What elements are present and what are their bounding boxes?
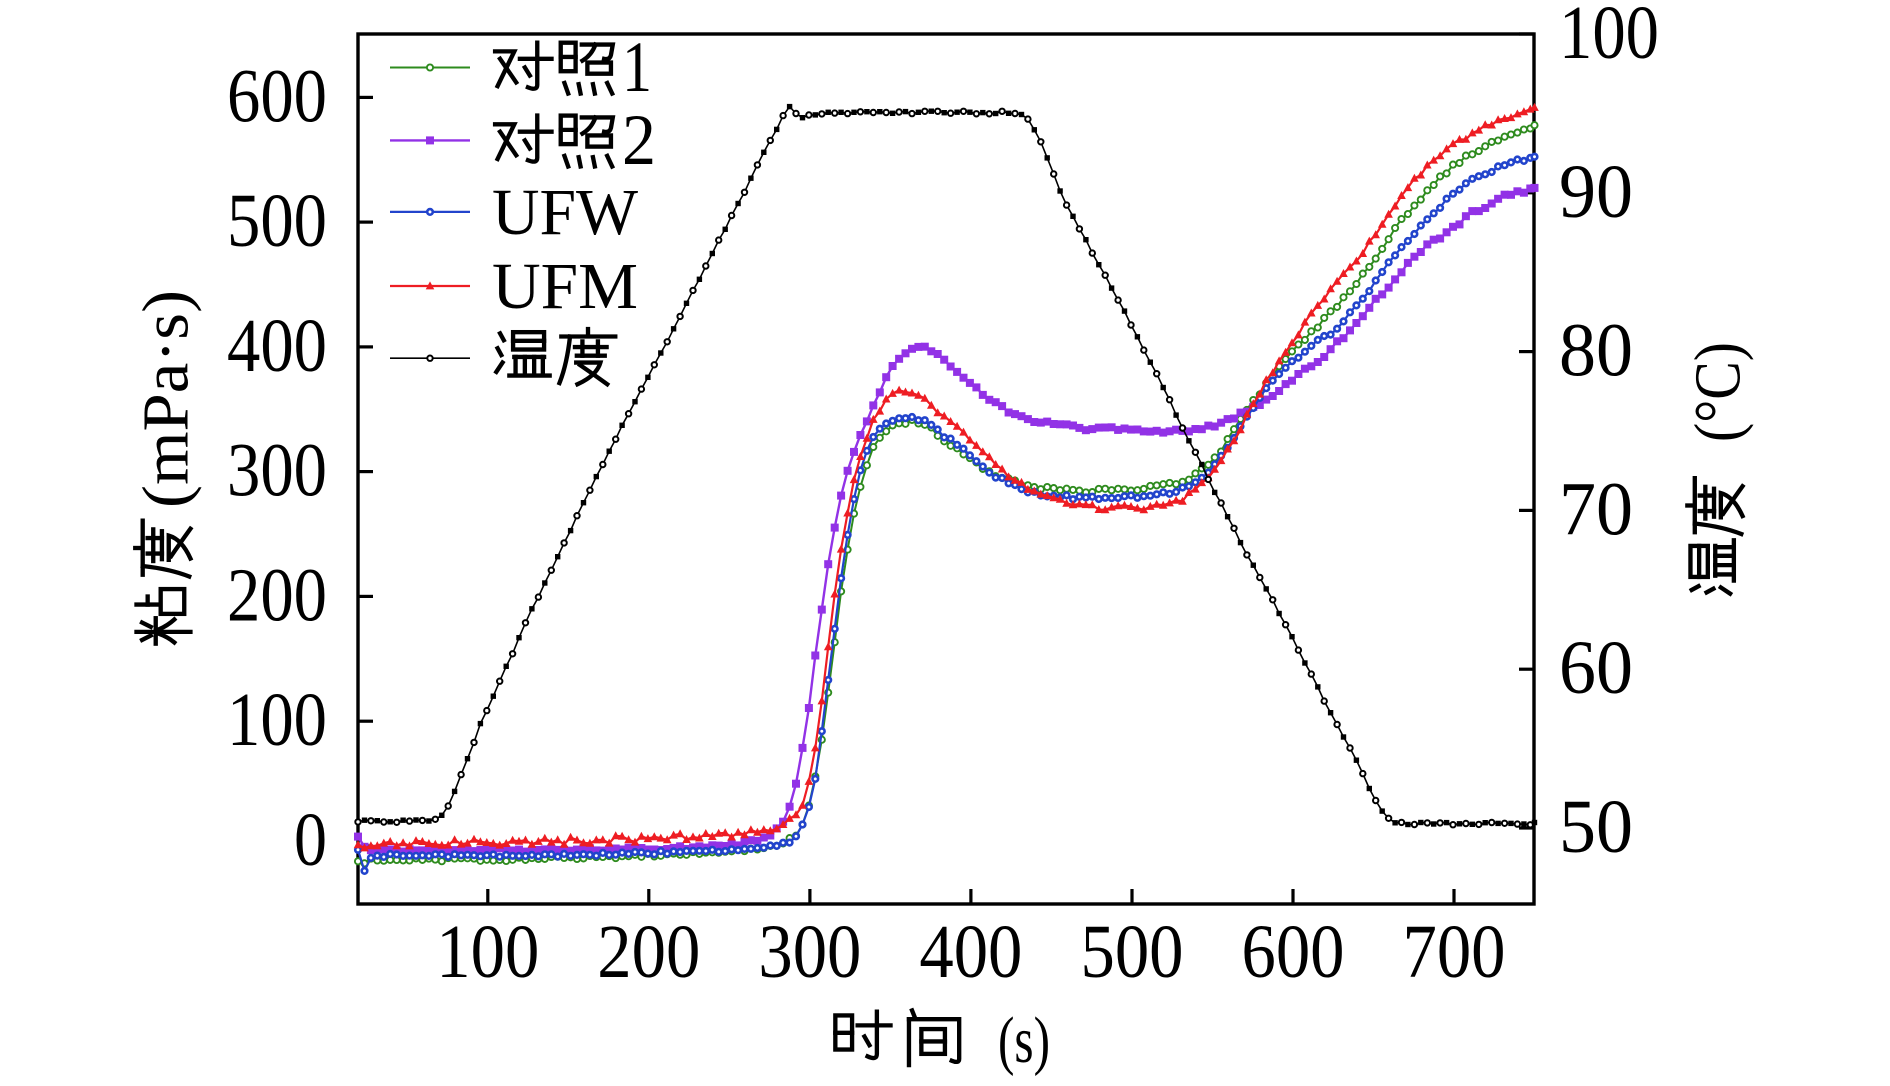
svg-text:300: 300 xyxy=(227,429,327,513)
svg-text:500: 500 xyxy=(227,179,327,263)
svg-text:100: 100 xyxy=(436,910,539,994)
svg-text:200: 200 xyxy=(227,553,327,637)
svg-text:300: 300 xyxy=(758,910,861,994)
svg-text:(mPa·s): (mPa·s) xyxy=(129,290,202,508)
svg-text:0: 0 xyxy=(294,798,327,882)
svg-text:700: 700 xyxy=(1403,910,1506,994)
svg-text:80: 80 xyxy=(1559,309,1633,393)
svg-text:600: 600 xyxy=(227,54,327,138)
svg-text:UFM: UFM xyxy=(492,250,638,323)
svg-text:400: 400 xyxy=(919,910,1022,994)
svg-text:UFW: UFW xyxy=(492,176,639,249)
svg-text:(°C): (°C) xyxy=(1682,342,1755,442)
svg-text:400: 400 xyxy=(227,304,327,388)
svg-text:200: 200 xyxy=(597,910,700,994)
svg-text:50: 50 xyxy=(1559,785,1633,869)
svg-text:600: 600 xyxy=(1242,910,1345,994)
svg-text:2: 2 xyxy=(622,100,656,180)
svg-text:(s): (s) xyxy=(998,1004,1050,1077)
svg-text:70: 70 xyxy=(1559,467,1633,551)
svg-text:1: 1 xyxy=(622,27,652,107)
svg-text:90: 90 xyxy=(1559,150,1633,234)
svg-text:100: 100 xyxy=(1559,0,1659,75)
svg-text:100: 100 xyxy=(227,678,327,762)
svg-text:500: 500 xyxy=(1081,910,1184,994)
svg-text:60: 60 xyxy=(1559,626,1633,710)
